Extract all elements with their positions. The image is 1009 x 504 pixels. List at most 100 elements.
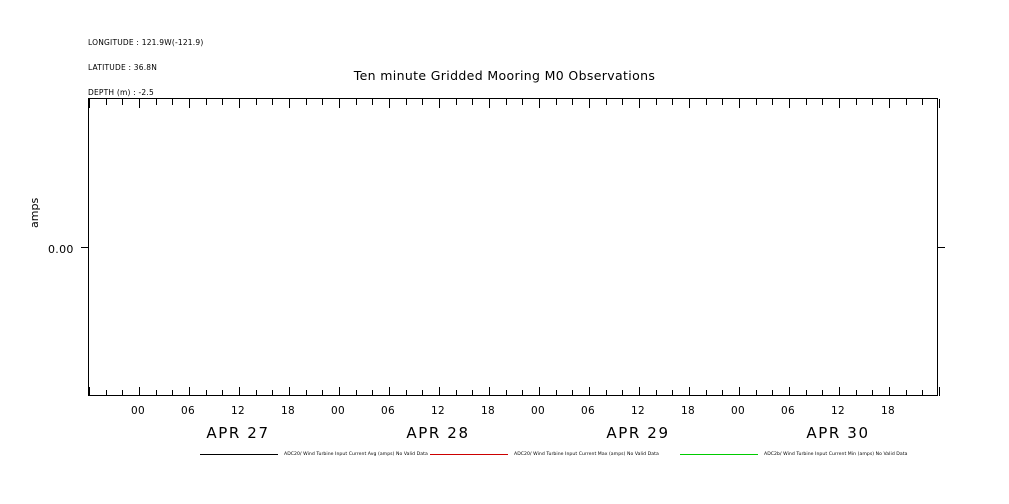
tick-major-bottom: [139, 387, 140, 396]
tick-minor-bottom: [422, 390, 423, 396]
tick-minor-bottom: [156, 390, 157, 396]
tick-minor-bottom: [906, 390, 907, 396]
tick-minor-bottom: [306, 390, 307, 396]
tick-minor-bottom: [606, 390, 607, 396]
tick-major-top: [189, 99, 190, 108]
tick-major-top: [839, 99, 840, 108]
tick-minor-top: [256, 99, 257, 105]
tick-minor-bottom: [706, 390, 707, 396]
tick-minor-top: [506, 99, 507, 105]
tick-minor-top: [722, 99, 723, 105]
tick-major-top: [389, 99, 390, 108]
tick-minor-bottom: [522, 390, 523, 396]
tick-major-top: [289, 99, 290, 108]
tick-minor-bottom: [356, 390, 357, 396]
y-axis-tick-label: 0.00: [48, 243, 74, 256]
tick-minor-bottom: [222, 390, 223, 396]
tick-minor-top: [206, 99, 207, 105]
tick-minor-top: [622, 99, 623, 105]
legend-label: ADC2b/ Wind Turbine Input Current Min (a…: [764, 449, 907, 461]
tick-major-bottom: [339, 387, 340, 396]
tick-minor-top: [156, 99, 157, 105]
tick-minor-top: [522, 99, 523, 105]
tick-minor-top: [106, 99, 107, 105]
tick-major-top: [589, 99, 590, 108]
legend-line-swatch: [200, 454, 278, 455]
tick-major-bottom: [639, 387, 640, 396]
tick-minor-bottom: [506, 390, 507, 396]
tick-major-bottom: [389, 387, 390, 396]
tick-minor-bottom: [656, 390, 657, 396]
x-axis-hour-label: 00: [731, 405, 745, 417]
tick-major-top: [789, 99, 790, 108]
tick-major-bottom: [239, 387, 240, 396]
x-axis-hour-label: 12: [831, 405, 845, 417]
legend-line-swatch: [430, 454, 508, 455]
tick-minor-top: [572, 99, 573, 105]
tick-minor-top: [322, 99, 323, 105]
tick-minor-top: [556, 99, 557, 105]
tick-major-top: [489, 99, 490, 108]
x-axis-hour-label: 06: [781, 405, 795, 417]
tick-minor-bottom: [122, 390, 123, 396]
legend-label: ADC20/ Wind Turbine Input Current Max (a…: [514, 449, 659, 461]
x-axis-hour-label: 06: [181, 405, 195, 417]
tick-minor-bottom: [672, 390, 673, 396]
tick-minor-bottom: [572, 390, 573, 396]
tick-minor-bottom: [256, 390, 257, 396]
x-axis-hour-label: 18: [681, 405, 695, 417]
tick-major-bottom: [439, 387, 440, 396]
tick-minor-bottom: [172, 390, 173, 396]
x-axis-hour-label: 18: [481, 405, 495, 417]
tick-minor-bottom: [772, 390, 773, 396]
x-axis-hour-label: 12: [231, 405, 245, 417]
tick-minor-bottom: [756, 390, 757, 396]
tick-major-bottom: [939, 387, 940, 396]
tick-major-bottom: [589, 387, 590, 396]
tick-minor-bottom: [622, 390, 623, 396]
tick-minor-top: [922, 99, 923, 105]
tick-minor-bottom: [372, 390, 373, 396]
tick-minor-top: [422, 99, 423, 105]
y-axis-label: amps: [28, 214, 41, 228]
plot-area: [88, 98, 938, 396]
legend-line-swatch: [680, 454, 758, 455]
chart-legend: ADC20/ Wind Turbine Input Current Avg (a…: [0, 449, 1009, 463]
tick-minor-bottom: [856, 390, 857, 396]
x-axis-day-label: APR 28: [406, 424, 469, 442]
tick-minor-top: [772, 99, 773, 105]
y-axis-tick-right: [938, 247, 945, 248]
tick-major-bottom: [839, 387, 840, 396]
tick-minor-bottom: [322, 390, 323, 396]
tick-minor-top: [856, 99, 857, 105]
x-axis-hour-label: 18: [881, 405, 895, 417]
tick-minor-bottom: [556, 390, 557, 396]
x-axis-hour-label: 06: [381, 405, 395, 417]
tick-major-bottom: [89, 387, 90, 396]
tick-minor-top: [706, 99, 707, 105]
x-axis-hour-label: 00: [131, 405, 145, 417]
metadata-depth: DEPTH (m) : -2.5: [88, 89, 203, 97]
tick-minor-top: [822, 99, 823, 105]
tick-minor-top: [356, 99, 357, 105]
tick-minor-top: [672, 99, 673, 105]
x-axis-day-label: APR 27: [206, 424, 269, 442]
tick-major-top: [739, 99, 740, 108]
tick-major-top: [439, 99, 440, 108]
tick-major-bottom: [489, 387, 490, 396]
x-axis-day-label: APR 30: [806, 424, 869, 442]
tick-major-top: [689, 99, 690, 108]
x-axis-day-labels: APR 27APR 28APR 29APR 30: [88, 424, 938, 444]
tick-minor-top: [406, 99, 407, 105]
tick-minor-top: [806, 99, 807, 105]
x-axis-hour-label: 00: [331, 405, 345, 417]
tick-minor-bottom: [472, 390, 473, 396]
tick-major-bottom: [789, 387, 790, 396]
tick-minor-top: [472, 99, 473, 105]
tick-major-top: [939, 99, 940, 108]
x-axis-hour-labels: 00061218000612180006121800061218: [88, 405, 938, 419]
tick-minor-top: [906, 99, 907, 105]
legend-label: ADC20/ Wind Turbine Input Current Avg (a…: [284, 449, 428, 461]
tick-major-bottom: [889, 387, 890, 396]
tick-minor-top: [456, 99, 457, 105]
